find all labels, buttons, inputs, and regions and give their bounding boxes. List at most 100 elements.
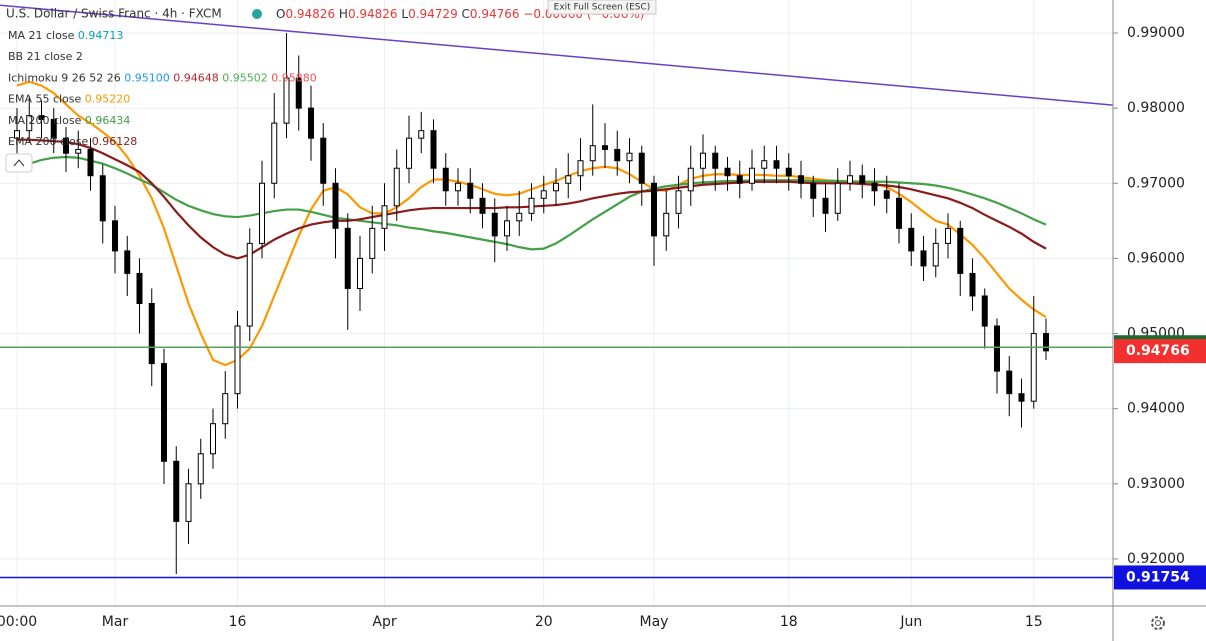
candle-body [332, 182, 339, 229]
candle-body [847, 175, 853, 184]
candle-body [14, 130, 20, 139]
price-label-text: 0.91754 [1126, 569, 1190, 585]
candle-body [442, 167, 449, 192]
legend-value: 0.95100 [124, 71, 170, 84]
y-tick-label: 0.99000 [1127, 25, 1185, 41]
candle-body [724, 167, 731, 177]
candle-body [565, 175, 572, 184]
legend-value: 0.94713 [78, 29, 124, 42]
candle-body [736, 175, 743, 184]
candle-body [810, 182, 817, 199]
ohlc-value: 0.94766 [470, 7, 520, 21]
candle-body [773, 160, 780, 169]
candle-body [553, 182, 559, 192]
candle-body [798, 175, 804, 184]
candle-body [308, 107, 314, 139]
legend-value: 0.96128 [92, 135, 138, 148]
y-tick-label: 0.97000 [1127, 175, 1185, 191]
candle-body [406, 137, 412, 169]
candle-body [663, 212, 670, 237]
price-label [1114, 339, 1206, 364]
candle-body [602, 145, 608, 150]
candle-body [945, 227, 951, 244]
candle-body [124, 250, 131, 274]
y-tick-label: 0.94000 [1127, 401, 1185, 417]
candle-body [246, 242, 253, 327]
y-tick-label: 0.93000 [1127, 476, 1185, 492]
x-tick-label: Apr [372, 614, 396, 630]
candle-body [528, 197, 535, 214]
candle-body [491, 212, 498, 237]
candle-body [320, 137, 327, 184]
candle-body [1030, 333, 1037, 402]
candle-body [393, 167, 400, 207]
candle-body [479, 197, 486, 214]
settings-icon[interactable] [1151, 616, 1165, 630]
candle-body [38, 115, 45, 120]
candle-body [357, 257, 363, 289]
legend-value: 0.94648 [173, 71, 219, 84]
symbol: U.S. Dollar / Swiss Franc · 4h · FXCM [6, 7, 222, 21]
ohlc-value: 0.94826 [285, 7, 335, 21]
candle-body [136, 272, 143, 304]
candle-body [883, 190, 890, 199]
status-dot [252, 9, 262, 19]
candle-body [271, 122, 278, 184]
candle-body [687, 167, 694, 192]
x-tick-label: May [640, 614, 669, 630]
candle-body [283, 77, 290, 124]
candle-body [871, 182, 878, 192]
price-label [1114, 565, 1206, 590]
candle-body [1006, 370, 1013, 395]
candle-body [148, 302, 155, 365]
candle-body [185, 483, 192, 522]
legend-value: 0.95880 [271, 71, 317, 84]
candle-body [712, 152, 719, 169]
collapse-button[interactable] [5, 153, 33, 173]
candle-body [834, 182, 841, 214]
candle-body [455, 182, 461, 192]
candle-body [859, 175, 866, 184]
legend-row: MA 21 close 0.94713 [8, 29, 123, 42]
candle-body [700, 152, 706, 169]
candle-body [344, 227, 351, 289]
candle-body [994, 325, 1000, 372]
x-tick-label: 20 [535, 614, 553, 630]
candle-body [932, 242, 939, 267]
exit-label[interactable]: Exit Full Screen (ESC) [554, 3, 651, 13]
x-tick-label: 00:00 [0, 614, 37, 630]
candle-body [381, 205, 388, 229]
candle-body [222, 393, 229, 425]
candle-body [26, 115, 33, 132]
collapse-icon[interactable] [13, 159, 25, 167]
legend-row: Ichimoku 9 26 52 26 0.95100 0.94648 0.95… [8, 71, 317, 84]
x-tick-label: 18 [780, 614, 798, 630]
indicator-line [16, 80, 1047, 367]
y-tick-label: 0.96000 [1127, 250, 1185, 266]
candle-body [920, 250, 927, 267]
candle-body [577, 160, 584, 177]
candle-body [87, 148, 94, 177]
ohlc-key: H [339, 7, 348, 21]
exit-button[interactable] [547, 0, 657, 15]
legend-value: 0.95502 [222, 71, 268, 84]
legend-row: EMA 200 close 0.96128 [8, 135, 137, 148]
candle-body [908, 227, 915, 252]
x-tick-label: 15 [1025, 614, 1043, 630]
candle-body [896, 197, 902, 229]
legend-row: BB 21 close 2 [8, 50, 83, 63]
candle-body [957, 227, 964, 274]
time-axis [0, 606, 1206, 641]
x-tick-label: Mar [102, 614, 129, 630]
candle-body [540, 190, 547, 199]
price-label-text: 0.94766 [1126, 343, 1190, 359]
legend-name: Ichimoku 9 26 52 26 [8, 71, 121, 84]
candle-body [99, 175, 106, 222]
candle-body [234, 325, 241, 395]
candle-body [369, 227, 376, 259]
legend-name: MA 21 close [8, 29, 75, 42]
candle-body [75, 148, 82, 154]
legend-value: 0.96434 [85, 114, 131, 127]
ohlc-key: L [401, 7, 408, 21]
